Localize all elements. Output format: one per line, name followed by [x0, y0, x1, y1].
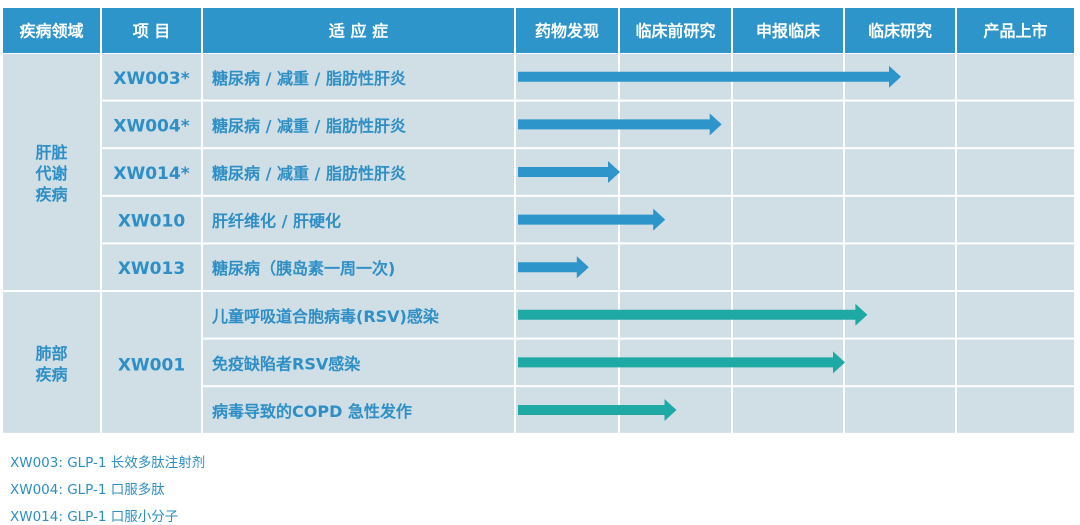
stage-cell	[845, 149, 955, 195]
stage-cell	[845, 339, 955, 386]
indication-label: 肝纤维化 / 肝硬化	[212, 212, 341, 231]
area-label: 肺部	[35, 344, 67, 363]
stage-cell	[733, 101, 843, 148]
area-label: 肝脏	[35, 143, 67, 162]
indication-cell	[203, 54, 514, 100]
area-label: 代谢	[34, 164, 67, 183]
indication-cell	[203, 101, 514, 148]
header-label: 临床研究	[868, 22, 932, 41]
footnote-2: XW004: GLP-1 口服多肽	[10, 482, 165, 498]
indication-label: 病毒导致的COPD 急性发作	[212, 402, 412, 421]
project-label: XW014*	[113, 164, 189, 184]
footnote-3: XW014: GLP-1 口服小分子	[10, 509, 179, 525]
area-cell	[3, 292, 100, 433]
header-cell	[620, 8, 731, 53]
indication-label: 儿童呼吸道合胞病毒(RSV)感染	[211, 307, 440, 326]
progress-arrow	[518, 113, 722, 136]
stage-cell	[620, 149, 731, 195]
stage-cell	[845, 196, 955, 243]
indication-label: 免疫缺陷者RSV感染	[212, 354, 361, 373]
project-label: XW001	[118, 355, 185, 375]
progress-arrow	[518, 256, 589, 279]
header-cell	[203, 8, 514, 53]
indication-cell	[203, 387, 514, 433]
header-label: 临床前研究	[635, 22, 715, 41]
header-cell	[516, 8, 618, 53]
header-label: 项 目	[133, 22, 171, 41]
header-cell	[102, 8, 201, 53]
stage-cell	[957, 244, 1074, 290]
header-cell	[845, 8, 955, 53]
progress-arrow	[518, 65, 901, 88]
area-label: 疾病	[35, 365, 67, 384]
stage-cell	[957, 101, 1074, 148]
stage-cell	[957, 387, 1074, 433]
project-cell	[102, 101, 201, 148]
stage-cell	[733, 149, 843, 195]
progress-arrow	[518, 399, 677, 421]
indication-cell	[203, 339, 514, 386]
project-label: XW010	[118, 212, 186, 232]
header-label: 产品上市	[983, 22, 1047, 41]
indication-cell	[203, 244, 514, 290]
project-cell	[102, 292, 201, 433]
header-label: 申报临床	[756, 22, 821, 41]
project-cell	[102, 196, 201, 243]
stage-cell	[845, 244, 955, 290]
header-cell	[957, 8, 1074, 53]
header-label: 适 应 症	[329, 22, 388, 41]
area-cell	[3, 54, 100, 290]
stage-cell	[845, 101, 955, 148]
project-label: XW013	[118, 259, 185, 279]
stage-cell	[733, 244, 843, 290]
indication-label: 糖尿病（胰岛素一周一次)	[212, 259, 395, 278]
footnote-1: XW003: GLP-1 长效多肽注射剂	[10, 455, 206, 471]
progress-arrow	[518, 161, 620, 183]
project-cell	[102, 54, 201, 100]
progress-arrow	[518, 351, 845, 374]
stage-cell	[957, 339, 1074, 386]
stage-cell	[733, 196, 843, 243]
stage-cell	[845, 387, 955, 433]
indication-label: 糖尿病 / 减重 / 脂肪性肝炎	[212, 116, 406, 135]
project-label: XW004*	[113, 116, 189, 136]
project-cell	[102, 149, 201, 195]
indication-label: 糖尿病 / 减重 / 脂肪性肝炎	[212, 69, 406, 88]
project-label: XW003*	[113, 69, 189, 89]
stage-cell	[620, 244, 731, 290]
area-label: 疾病	[35, 185, 67, 204]
stage-cell	[957, 54, 1074, 100]
indication-cell	[203, 196, 514, 243]
header-cell	[3, 8, 100, 53]
indication-label: 糖尿病 / 减重 / 脂肪性肝炎	[212, 164, 406, 183]
indication-cell	[203, 292, 514, 338]
header-label: 疾病领域	[19, 22, 83, 41]
indication-cell	[203, 149, 514, 195]
stage-cell	[957, 196, 1074, 243]
progress-arrow	[518, 208, 666, 231]
header-cell	[733, 8, 843, 53]
stage-cell	[733, 387, 843, 433]
stage-cell	[957, 149, 1074, 195]
stage-cell	[957, 292, 1074, 338]
header-label: 药物发现	[535, 22, 599, 41]
project-cell	[102, 244, 201, 290]
progress-arrow	[518, 303, 868, 326]
